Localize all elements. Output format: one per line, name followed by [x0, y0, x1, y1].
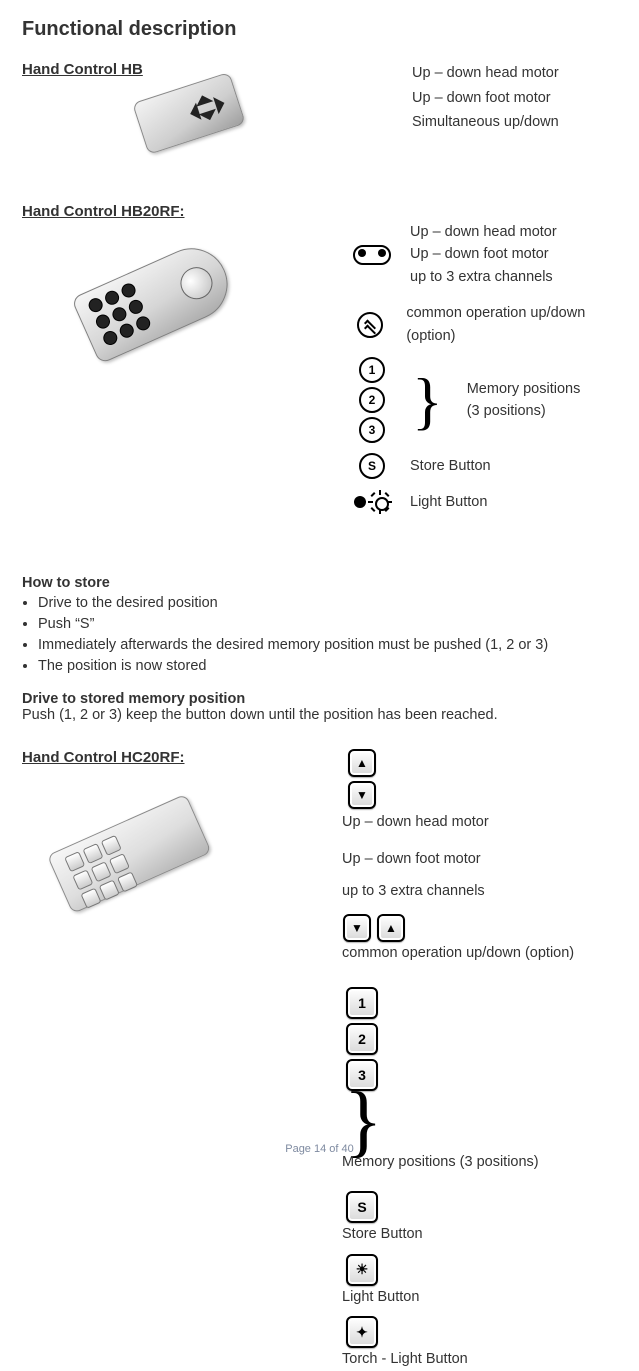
list-item: Simultaneous up/down — [412, 110, 559, 135]
store-button-icon: S — [346, 1191, 378, 1223]
down-head-icon: ▼ — [348, 781, 376, 809]
remote-hb20rf-illustration — [71, 229, 283, 426]
list-item: Memory positions (3 positions) — [342, 1154, 539, 1170]
list-item: Push “S” — [38, 614, 617, 635]
list-item: Memory positions (3 positions) — [467, 378, 581, 423]
memory-buttons-icon: 1 2 3 — [359, 357, 385, 443]
list-item: up to 3 extra channels — [342, 880, 574, 902]
list-item: Drive to the desired position — [38, 593, 617, 614]
memory-1-icon: 1 — [359, 357, 385, 383]
list-item: Immediately afterwards the desired memor… — [38, 635, 617, 656]
section-hc20rf: Hand Control HC20RF: ▲ ▼ Up — [22, 749, 617, 1169]
up-head-icon: ▲ — [348, 749, 376, 777]
howto-list: Drive to the desired position Push “S” I… — [22, 593, 617, 677]
double-down-icon: ▼ — [343, 914, 371, 942]
rocker-icon — [353, 245, 391, 265]
list-item: common operation up/down (option) — [406, 305, 585, 343]
brace-icon: } — [412, 375, 443, 426]
heading-hb20rf: Hand Control HB20RF: — [22, 203, 617, 220]
list-item: The position is now stored — [38, 656, 617, 677]
list-item: Light Button — [342, 1289, 419, 1305]
list-item: Up – down foot motor — [410, 243, 557, 265]
legend-hc20rf: ▲ ▼ Up – down head motor Up – down foot … — [342, 749, 574, 1371]
list-item: Up – down foot motor — [342, 848, 574, 870]
memory-1-icon: 1 — [346, 987, 378, 1019]
memory-2-icon: 2 — [346, 1023, 378, 1055]
memory-buttons-icon: 1 2 3 — [346, 987, 378, 1091]
section-hb20rf: Hand Control HB20RF: Up – down head moto… — [22, 203, 617, 553]
list-item: Store Button — [342, 1226, 423, 1242]
howto-title: How to store — [22, 575, 617, 591]
page-title: Functional description — [22, 18, 617, 41]
list-item: common operation up/down (option) — [342, 945, 574, 961]
list-item: Up – down head motor — [412, 61, 559, 86]
list-item: Store Button — [410, 458, 491, 474]
legend-hb20rf: Up – down head motor Up – down foot moto… — [352, 221, 617, 525]
list-item: Torch - Light Button — [342, 1351, 468, 1367]
drive-title: Drive to stored memory position — [22, 691, 617, 707]
list-item: Up – down foot motor — [412, 86, 559, 111]
how-to-store: How to store Drive to the desired positi… — [22, 575, 617, 723]
memory-3-icon: 3 — [359, 417, 385, 443]
brace-icon: } — [344, 1091, 570, 1151]
memory-2-icon: 2 — [359, 387, 385, 413]
list-item: Light Button — [410, 494, 487, 510]
double-up-icon: ▲ — [377, 914, 405, 942]
list-item: Up – down head motor — [342, 811, 574, 833]
chevron-up-icon — [357, 312, 383, 338]
light-button-icon — [352, 489, 392, 515]
store-button-icon: S — [359, 453, 385, 479]
list-item: up to 3 extra channels — [410, 266, 557, 288]
section-hb: Hand Control HB Up – down head motor Up … — [22, 61, 617, 181]
remote-hc20rf-illustration — [47, 786, 267, 1001]
drive-text: Push (1, 2 or 3) keep the button down un… — [22, 707, 617, 723]
remote-hb-illustration — [132, 73, 252, 180]
hb-function-list: Up – down head motor Up – down foot moto… — [412, 61, 559, 135]
page-footer: Page 14 of 40 — [0, 1143, 639, 1155]
torch-button-icon: ✦ — [346, 1316, 378, 1348]
light-button-icon: ☀ — [346, 1254, 378, 1286]
list-item: Up – down head motor — [410, 221, 557, 243]
